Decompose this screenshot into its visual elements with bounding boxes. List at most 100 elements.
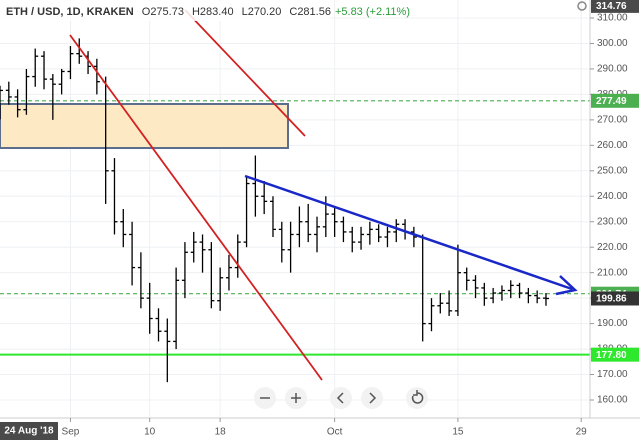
ohlc-bar bbox=[49, 74, 56, 120]
zone-rectangle bbox=[0, 103, 289, 149]
ohlc-bar bbox=[5, 81, 12, 105]
change: +5.83 (+2.11%) bbox=[335, 6, 410, 18]
ohlc-bar bbox=[446, 290, 453, 316]
ohlc-bar bbox=[340, 216, 347, 243]
x-tick-label: 29 bbox=[576, 427, 588, 438]
x-tick-label: 10 bbox=[144, 427, 156, 438]
ohlc-value: 270.20 bbox=[248, 6, 282, 18]
ohlc-bar bbox=[314, 216, 321, 253]
ohlc-bar bbox=[375, 224, 382, 243]
ohlc-bar bbox=[269, 196, 276, 238]
ohlc-bar bbox=[217, 267, 224, 311]
icon bbox=[291, 393, 301, 403]
ohlc-bar bbox=[349, 226, 356, 253]
ohlc-bar bbox=[366, 221, 373, 245]
ohlc-value: 281.56 bbox=[297, 6, 331, 18]
x-tick-label: Oct bbox=[327, 427, 343, 438]
x-tick-label: Sep bbox=[62, 427, 80, 438]
ohlc-bar bbox=[120, 209, 127, 248]
ohlc-bar bbox=[410, 226, 417, 248]
ohlc-bar bbox=[129, 221, 136, 286]
scroll-right-button[interactable] bbox=[361, 387, 383, 409]
ohlc-bar bbox=[516, 282, 523, 299]
price-tag bbox=[591, 0, 639, 13]
ohlc-bar bbox=[393, 219, 400, 243]
ohlc-key: C bbox=[289, 6, 297, 18]
ohlc-bar bbox=[305, 203, 312, 243]
bars bbox=[0, 38, 549, 383]
ohlc-bar bbox=[14, 89, 21, 118]
ohlc-bar bbox=[67, 46, 74, 80]
ohlc-bar bbox=[76, 38, 83, 64]
ohlc-bar bbox=[428, 298, 435, 332]
ohlc-bar bbox=[287, 221, 294, 273]
y-tick-label: 190.00 bbox=[597, 318, 628, 329]
y-tick-label: 310.00 bbox=[597, 13, 628, 24]
y-tick-label: 290.00 bbox=[597, 64, 628, 75]
ohlc-bar bbox=[58, 68, 65, 95]
ohlc-bar bbox=[252, 155, 259, 217]
icon bbox=[336, 392, 344, 404]
ohlc-bar bbox=[463, 267, 470, 291]
ohlc-bar bbox=[190, 231, 197, 263]
ohlc-bar bbox=[173, 267, 180, 350]
ohlc-bar bbox=[208, 242, 215, 309]
ohlc-bar bbox=[498, 285, 505, 301]
price-tag bbox=[591, 93, 639, 108]
zoom-controls bbox=[254, 387, 428, 409]
price-tag-label: 177.80 bbox=[596, 350, 627, 361]
trendline bbox=[244, 174, 573, 291]
x-tick-label: 15 bbox=[452, 427, 464, 438]
x-tick-label: 18 bbox=[215, 427, 227, 438]
ohlc-bar bbox=[41, 51, 48, 90]
header: ETH / USD, 1D, KRAKEN O275.73 H283.40 L270.… bbox=[6, 6, 410, 18]
ohlc-bar bbox=[296, 206, 303, 248]
y-tick-label: 220.00 bbox=[597, 242, 628, 253]
ohlc-bar bbox=[534, 290, 541, 304]
y-tick-label: 260.00 bbox=[597, 140, 628, 151]
reset-button[interactable] bbox=[406, 387, 428, 409]
ohlc-bar bbox=[437, 293, 444, 314]
ohlc-bar bbox=[331, 206, 338, 238]
y-tick-label: 250.00 bbox=[597, 165, 628, 176]
ohlc-bar bbox=[93, 58, 100, 95]
y-tick-label: 300.00 bbox=[597, 38, 628, 49]
ohlc-bar bbox=[111, 158, 118, 235]
ohlc-bar bbox=[225, 254, 232, 291]
ohlc-bar bbox=[199, 234, 206, 273]
ohlc-bar bbox=[146, 282, 153, 334]
ohlc-bar bbox=[181, 242, 188, 299]
y-tick-label: 160.00 bbox=[597, 395, 628, 406]
y-tick-label: 230.00 bbox=[597, 216, 628, 227]
cursor-date-box bbox=[0, 422, 58, 440]
header-background bbox=[0, 1, 330, 21]
settings-icon[interactable] bbox=[577, 1, 587, 11]
ohlc-bar bbox=[137, 252, 144, 309]
price-tag-label: 199.86 bbox=[596, 294, 627, 305]
ohlc-bar bbox=[261, 180, 268, 215]
ohlc-bar bbox=[243, 175, 250, 248]
ohlc-bar bbox=[0, 85, 3, 120]
ohlc-bar bbox=[481, 282, 488, 306]
ohlc-bar bbox=[525, 287, 532, 304]
ohlc-bar bbox=[384, 226, 391, 248]
price-tag bbox=[591, 347, 639, 362]
trendline-arrow bbox=[555, 275, 578, 296]
ohlc-key: L bbox=[242, 6, 248, 18]
trendline bbox=[184, 9, 306, 137]
ohlc-bar bbox=[358, 226, 365, 250]
ohlc-bar bbox=[454, 244, 461, 316]
y-tick-label: 240.00 bbox=[597, 191, 628, 202]
ohlc-value: 283.40 bbox=[200, 6, 234, 18]
ohlc-bar bbox=[234, 234, 241, 278]
y-tick-label: 170.00 bbox=[597, 369, 628, 380]
ohlc-bar bbox=[472, 275, 479, 299]
symbol: ETH / USD, 1D, KRAKEN bbox=[6, 6, 134, 18]
ohlc-key: H bbox=[192, 6, 200, 18]
cursor-date-label: 24 Aug '18 bbox=[4, 426, 54, 437]
scroll-left-button[interactable] bbox=[330, 387, 352, 409]
price-tag-label: 277.49 bbox=[596, 96, 627, 107]
